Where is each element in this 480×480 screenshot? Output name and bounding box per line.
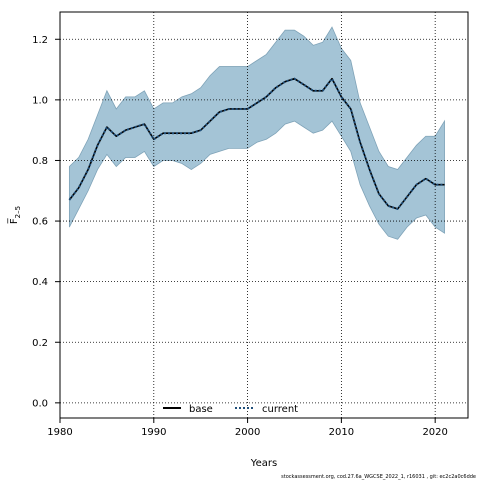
svg-text:F̅2–5: F̅2–5 bbox=[7, 206, 22, 224]
y-tick-label-0.4: 0.4 bbox=[32, 277, 48, 288]
confidence-band-layer bbox=[68, 26, 445, 240]
x-tick-label-1980: 1980 bbox=[47, 427, 72, 438]
legend-label-base: base bbox=[189, 404, 213, 415]
y-tick-label-0.0: 0.0 bbox=[32, 398, 48, 409]
y-tick-label-1.0: 1.0 bbox=[32, 95, 48, 106]
x-tick-label-2020: 2020 bbox=[422, 427, 447, 438]
legend-label-current: current bbox=[262, 404, 298, 415]
lines-layer bbox=[68, 77, 445, 210]
y-axis: 0.0 0.2 0.4 0.6 0.8 1.0 1.2 bbox=[32, 35, 60, 409]
y-tick-label-0.6: 0.6 bbox=[32, 217, 48, 228]
x-tick-label-2010: 2010 bbox=[329, 427, 354, 438]
x-axis: 1980 1990 2000 2010 2020 bbox=[47, 418, 448, 438]
y-axis-title: F̅2–5 bbox=[7, 206, 22, 224]
y-tick-label-1.2: 1.2 bbox=[32, 35, 48, 46]
plot-frame bbox=[59, 11, 469, 419]
x-axis-title: Years bbox=[250, 458, 277, 469]
y-axis-title-subscript: 2–5 bbox=[14, 206, 22, 218]
x-tick-label-1990: 1990 bbox=[141, 427, 166, 438]
confidence-band bbox=[68, 26, 445, 240]
series-line-current bbox=[68, 77, 445, 210]
grid-layer bbox=[59, 12, 468, 418]
y-axis-title-main: F̅ bbox=[7, 217, 20, 224]
x-tick-label-2000: 2000 bbox=[235, 427, 260, 438]
y-tick-label-0.8: 0.8 bbox=[32, 156, 48, 167]
footnote: stockassessment.org, cod.27.6a_WGCSE_202… bbox=[281, 474, 476, 480]
legend: base current bbox=[163, 404, 298, 415]
y-tick-label-0.2: 0.2 bbox=[32, 338, 48, 349]
